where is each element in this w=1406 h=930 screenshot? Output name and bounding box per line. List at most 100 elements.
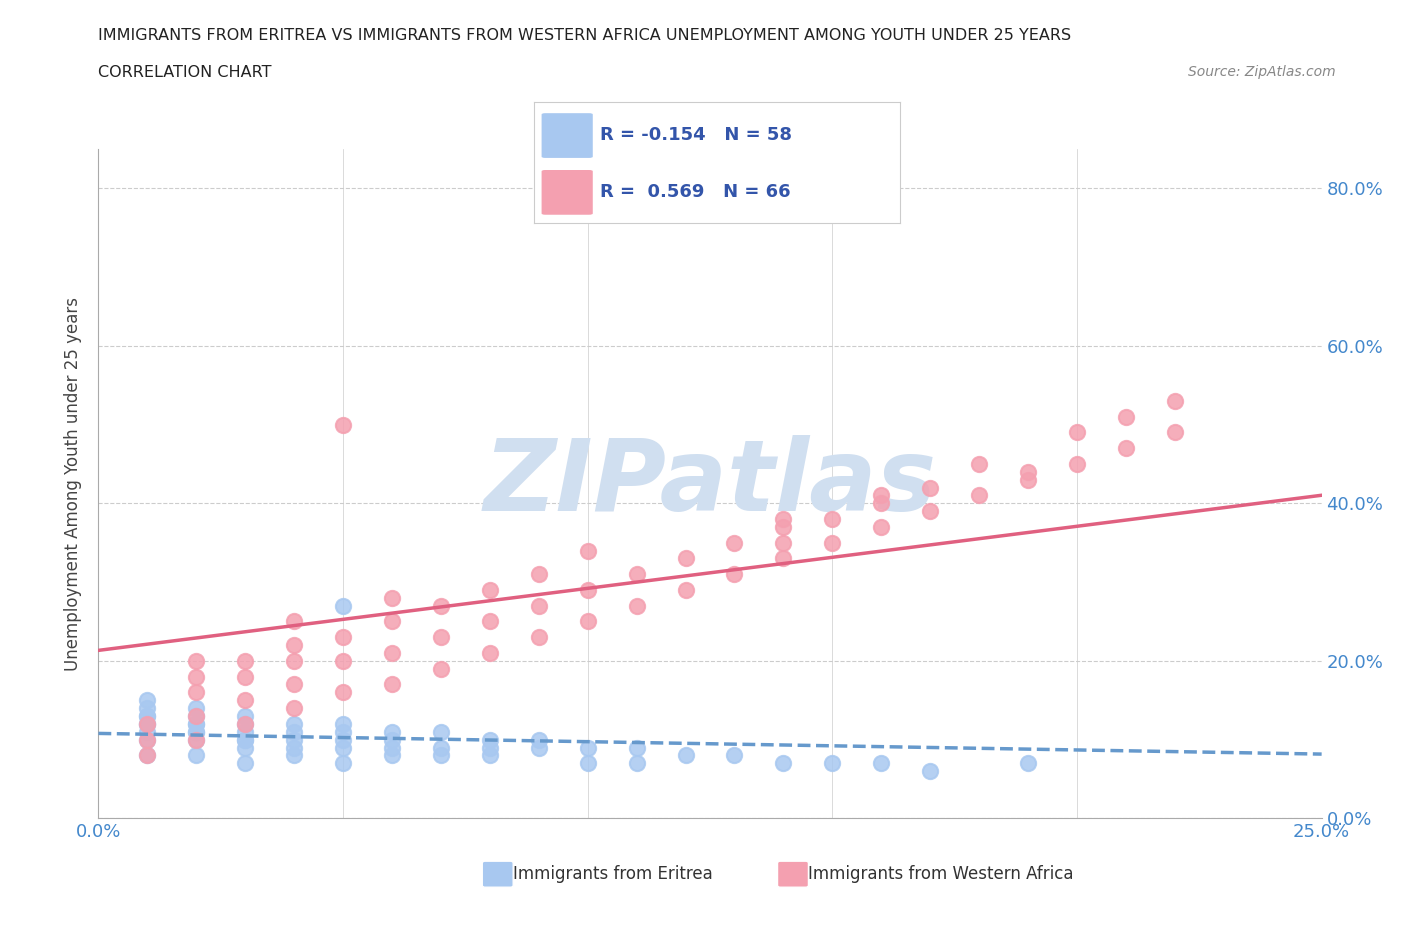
Text: R =  0.569   N = 66: R = 0.569 N = 66 [600, 183, 790, 201]
Point [186, 748, 208, 763]
Point [772, 520, 794, 535]
Point [527, 740, 550, 755]
Point [430, 740, 453, 755]
Point [186, 654, 208, 669]
Point [576, 614, 599, 629]
Point [967, 457, 990, 472]
Point [626, 756, 648, 771]
Point [332, 756, 354, 771]
Point [283, 700, 305, 715]
Point [430, 661, 453, 676]
Point [1066, 425, 1088, 440]
Point [1017, 756, 1039, 771]
Point [1115, 409, 1137, 424]
Point [381, 740, 404, 755]
Point [1164, 425, 1187, 440]
Point [186, 724, 208, 739]
Point [1115, 441, 1137, 456]
Point [772, 512, 794, 526]
Point [332, 598, 354, 613]
Point [1017, 464, 1039, 479]
Point [186, 709, 208, 724]
Point [332, 684, 354, 699]
Point [772, 551, 794, 565]
Point [527, 630, 550, 644]
Point [381, 645, 404, 660]
Point [136, 716, 159, 731]
Point [381, 748, 404, 763]
Point [626, 566, 648, 581]
Point [136, 716, 159, 731]
Point [136, 724, 159, 739]
FancyBboxPatch shape [541, 113, 593, 158]
Point [332, 417, 354, 432]
Point [478, 740, 501, 755]
Point [332, 732, 354, 747]
Point [821, 536, 844, 551]
Point [723, 748, 745, 763]
Point [527, 598, 550, 613]
Point [430, 630, 453, 644]
Y-axis label: Unemployment Among Youth under 25 years: Unemployment Among Youth under 25 years [65, 297, 83, 671]
Point [576, 756, 599, 771]
Point [233, 732, 256, 747]
Point [478, 748, 501, 763]
Point [233, 716, 256, 731]
Point [233, 756, 256, 771]
Point [283, 724, 305, 739]
Point [478, 614, 501, 629]
Point [233, 732, 256, 747]
Point [1066, 457, 1088, 472]
Point [381, 732, 404, 747]
Point [1164, 393, 1187, 408]
Point [576, 740, 599, 755]
Point [283, 638, 305, 653]
Text: Source: ZipAtlas.com: Source: ZipAtlas.com [1188, 65, 1336, 79]
Point [1017, 472, 1039, 487]
Point [233, 654, 256, 669]
Point [675, 551, 697, 565]
Point [186, 716, 208, 731]
Point [283, 748, 305, 763]
Point [186, 724, 208, 739]
Point [332, 716, 354, 731]
Point [430, 724, 453, 739]
Point [283, 654, 305, 669]
Point [626, 598, 648, 613]
Point [478, 732, 501, 747]
Point [478, 582, 501, 597]
Point [186, 732, 208, 747]
Point [283, 740, 305, 755]
Text: R = -0.154   N = 58: R = -0.154 N = 58 [600, 126, 792, 144]
Point [381, 591, 404, 605]
Point [136, 716, 159, 731]
FancyBboxPatch shape [541, 170, 593, 215]
Text: CORRELATION CHART: CORRELATION CHART [98, 65, 271, 80]
Point [332, 654, 354, 669]
Point [332, 724, 354, 739]
Point [136, 732, 159, 747]
Text: Immigrants from Western Africa: Immigrants from Western Africa [787, 865, 1074, 884]
Point [626, 740, 648, 755]
Point [332, 740, 354, 755]
Point [967, 488, 990, 503]
Point [186, 732, 208, 747]
Point [772, 536, 794, 551]
Point [576, 543, 599, 558]
Point [136, 700, 159, 715]
Point [233, 709, 256, 724]
Point [675, 582, 697, 597]
Point [576, 582, 599, 597]
Point [478, 645, 501, 660]
Point [233, 740, 256, 755]
Point [723, 566, 745, 581]
Point [772, 756, 794, 771]
Point [870, 496, 893, 511]
Point [186, 700, 208, 715]
Point [283, 614, 305, 629]
Text: IMMIGRANTS FROM ERITREA VS IMMIGRANTS FROM WESTERN AFRICA UNEMPLOYMENT AMONG YOU: IMMIGRANTS FROM ERITREA VS IMMIGRANTS FR… [98, 28, 1071, 43]
Point [186, 716, 208, 731]
Point [136, 748, 159, 763]
Point [920, 480, 942, 495]
Point [381, 724, 404, 739]
